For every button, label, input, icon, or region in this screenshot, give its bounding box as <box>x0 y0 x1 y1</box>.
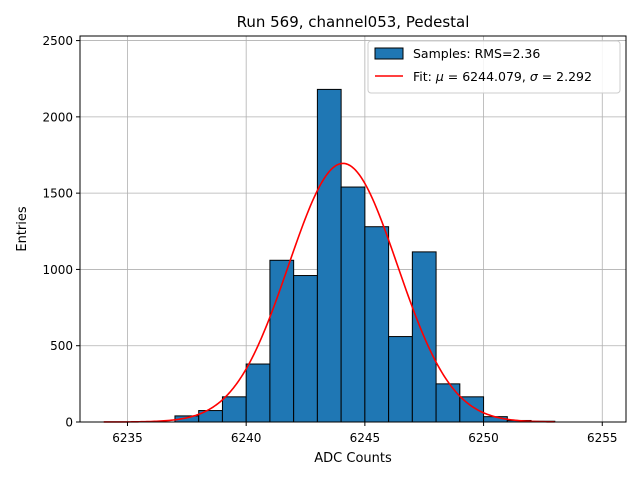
histogram-bar <box>435 383 461 423</box>
x-tick-label: 6245 <box>350 431 381 445</box>
histogram-bar <box>316 88 342 423</box>
x-axis-ticks: 6235 6240 6245 6250 6255 <box>112 422 618 445</box>
x-tick-label: 6235 <box>112 431 143 445</box>
y-tick-label: 2000 <box>42 110 73 124</box>
y-tick-label: 500 <box>50 339 73 353</box>
y-axis-label: Entries <box>15 206 30 252</box>
x-tick-label: 6240 <box>231 431 262 445</box>
histogram-bar <box>388 336 413 423</box>
legend-box <box>367 40 621 94</box>
y-axis-ticks: 0 500 1000 1500 2000 2500 <box>42 34 80 430</box>
legend-histogram-swatch <box>374 47 404 60</box>
legend: Samples: RMS=2.36 Fit: μ = 6244.079, σ =… <box>367 40 621 94</box>
x-tick-label: 6255 <box>587 431 618 445</box>
histogram-bars <box>174 88 556 423</box>
y-tick-label: 1000 <box>42 263 73 277</box>
fit-curve <box>103 162 555 423</box>
legend-fit-label: Fit: μ = 6244.079, σ = 2.292 <box>413 69 592 84</box>
histogram-bar <box>221 396 247 423</box>
histogram-bar <box>340 186 366 423</box>
histogram-bar <box>293 275 318 423</box>
histogram-bar <box>364 226 390 423</box>
x-axis-label: ADC Counts <box>314 451 392 466</box>
x-tick-label: 6250 <box>468 431 499 445</box>
chart-title: Run 569, channel053, Pedestal <box>237 13 470 31</box>
y-tick-label: 0 <box>65 416 73 430</box>
plot-frame <box>79 35 627 423</box>
y-tick-label: 2500 <box>42 34 73 48</box>
y-tick-label: 1500 <box>42 187 73 201</box>
histogram-bar <box>245 363 271 423</box>
legend-histogram-label: Samples: RMS=2.36 <box>413 46 540 61</box>
